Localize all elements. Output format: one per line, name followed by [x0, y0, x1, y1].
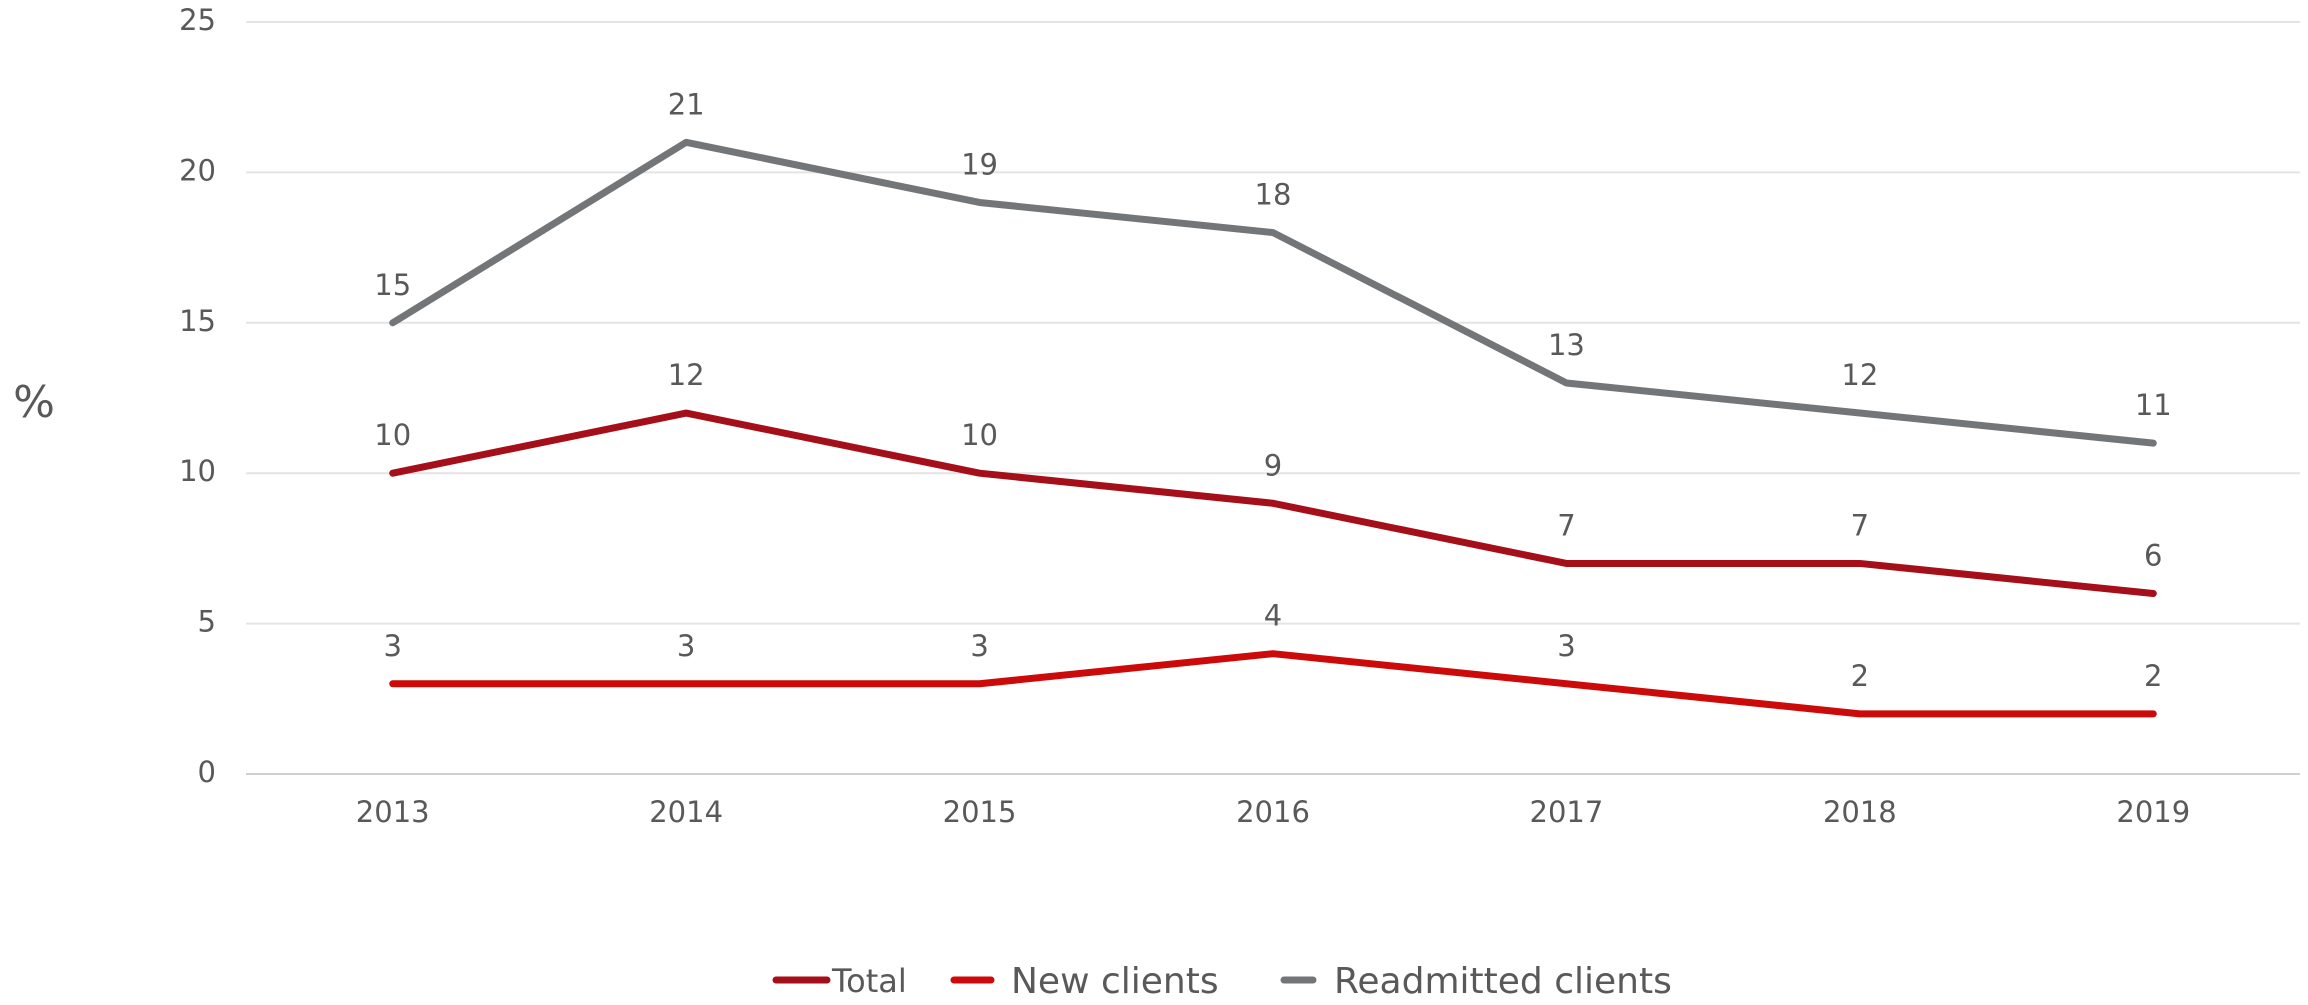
x-tick-label: 2017: [1530, 795, 1604, 829]
data-label: 4: [1264, 599, 1282, 633]
data-label: 7: [1851, 508, 1869, 542]
data-label: 21: [668, 87, 705, 121]
data-label: 3: [677, 629, 695, 663]
series-line: [389, 409, 2157, 598]
data-label: 10: [961, 418, 998, 452]
y-tick-label: 20: [179, 153, 216, 187]
data-label: 13: [1548, 328, 1585, 362]
legend-text: Total: [831, 962, 907, 1000]
data-label: 2: [2144, 659, 2162, 693]
data-label: 11: [2135, 388, 2172, 422]
y-tick-label: 0: [198, 755, 216, 789]
x-tick-label: 2014: [649, 795, 723, 829]
x-tick-label: 2013: [356, 795, 430, 829]
data-label: 18: [1255, 178, 1292, 212]
data-label: 3: [970, 629, 988, 663]
series-line: [389, 138, 2157, 447]
x-tick-label: 2016: [1236, 795, 1310, 829]
x-tick-label: 2018: [1823, 795, 1897, 829]
series-line: [389, 650, 2157, 718]
legend-text: New clients: [1011, 961, 1219, 1002]
data-label: 10: [374, 418, 411, 452]
y-tick-label: 25: [179, 3, 216, 37]
data-label: 12: [1841, 358, 1878, 392]
y-axis-label: %: [13, 377, 55, 428]
data-label: 9: [1264, 448, 1282, 482]
y-tick-label: 10: [179, 454, 216, 488]
legend-text: Readmitted clients: [1334, 961, 1672, 1002]
data-label: 15: [374, 268, 411, 302]
y-tick-label: 5: [198, 605, 216, 639]
y-tick-label: 15: [179, 304, 216, 338]
data-label: 3: [1557, 629, 1575, 663]
data-label: 7: [1557, 508, 1575, 542]
data-label: 12: [668, 358, 705, 392]
x-tick-label: 2015: [943, 795, 1017, 829]
data-label: 19: [961, 147, 998, 181]
x-tick-label: 2019: [2116, 795, 2190, 829]
data-label: 3: [383, 629, 401, 663]
data-label: 2: [1851, 659, 1869, 693]
data-label: 6: [2144, 539, 2162, 573]
